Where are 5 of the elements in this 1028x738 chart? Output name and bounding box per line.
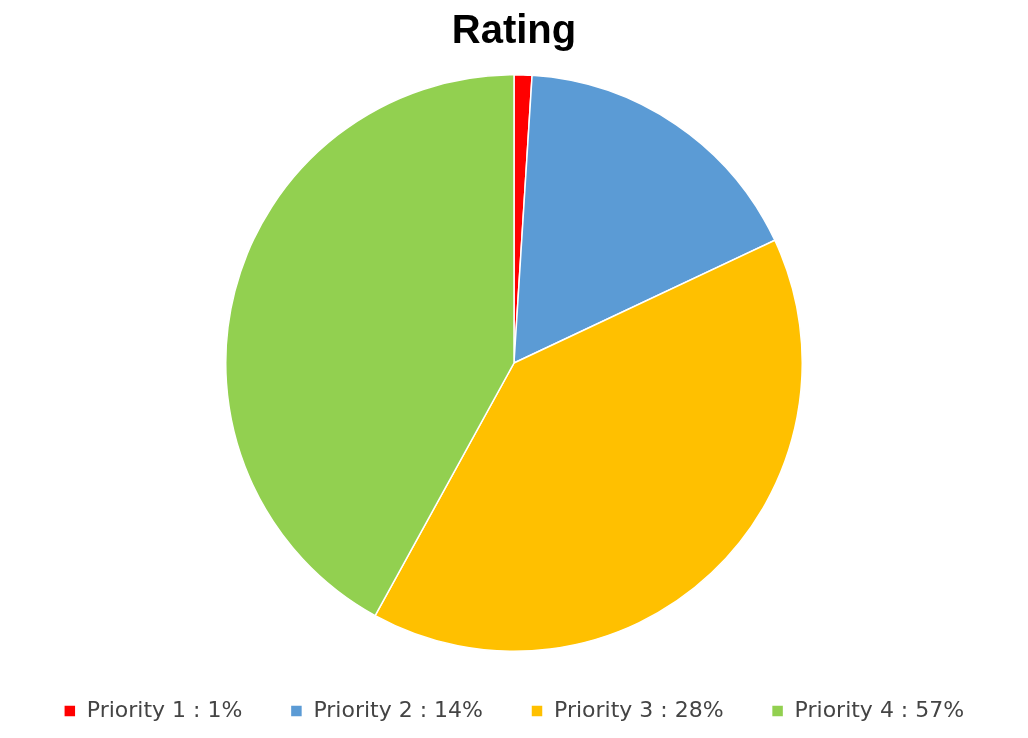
legend-label: Priority 2 : 14% xyxy=(313,696,484,722)
legend-label: Priority 3 : 28% xyxy=(554,696,724,722)
legend-label: Priority 1 : 1% xyxy=(86,696,243,722)
legend-label: Priority 4 : 57% xyxy=(794,696,965,722)
chart-title: Rating xyxy=(451,7,577,52)
